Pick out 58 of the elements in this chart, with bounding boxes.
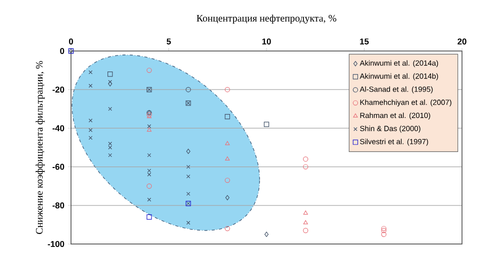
x-tick-label: 5 (166, 38, 171, 44)
point (88, 118, 92, 122)
point (146, 128, 152, 132)
point (186, 148, 190, 154)
point (186, 174, 190, 178)
x-tick-label: 15 (360, 38, 369, 44)
point (303, 228, 308, 234)
point (108, 153, 112, 158)
y-tick-label: -40 (52, 125, 64, 132)
point (381, 232, 386, 237)
point (146, 184, 152, 189)
point (186, 87, 191, 92)
point (147, 124, 152, 128)
point (147, 153, 152, 158)
x-tick-label: 20 (458, 38, 466, 44)
point (108, 81, 112, 86)
point (303, 210, 308, 215)
y-tick-label: 0 (60, 48, 64, 54)
point (303, 156, 308, 162)
point (303, 220, 308, 224)
point (108, 146, 112, 150)
y-tick-label: -60 (52, 164, 64, 170)
point (224, 226, 230, 232)
point (88, 136, 92, 140)
point (147, 172, 152, 176)
point (88, 70, 92, 74)
x-tick-label: 10 (262, 38, 271, 44)
point (225, 141, 230, 146)
point (381, 226, 386, 232)
point (264, 232, 269, 237)
x-tick-label: 0 (68, 38, 74, 44)
point (264, 122, 270, 127)
point (146, 68, 152, 73)
point (108, 72, 113, 77)
x-axis-title: Концентрация нефтепродукта, % (196, 14, 336, 24)
y-tick-label: -20 (52, 86, 64, 93)
y-tick-label: -80 (52, 202, 64, 208)
point (108, 106, 112, 111)
y-axis-title: Снижение коэффициента фильтрации, % (36, 60, 45, 234)
point (88, 84, 92, 88)
point (108, 80, 112, 84)
point (108, 142, 112, 146)
point (147, 168, 152, 173)
point (146, 114, 152, 118)
point (186, 220, 190, 225)
point (88, 128, 92, 132)
point (381, 228, 386, 234)
point (186, 192, 190, 196)
point (186, 164, 190, 169)
point (147, 198, 152, 202)
point (225, 195, 230, 200)
point (224, 87, 230, 92)
point (225, 156, 230, 161)
point (303, 164, 308, 170)
point (224, 178, 230, 183)
point (224, 114, 230, 120)
y-tick-label: -100 (48, 241, 64, 247)
point (146, 214, 152, 220)
